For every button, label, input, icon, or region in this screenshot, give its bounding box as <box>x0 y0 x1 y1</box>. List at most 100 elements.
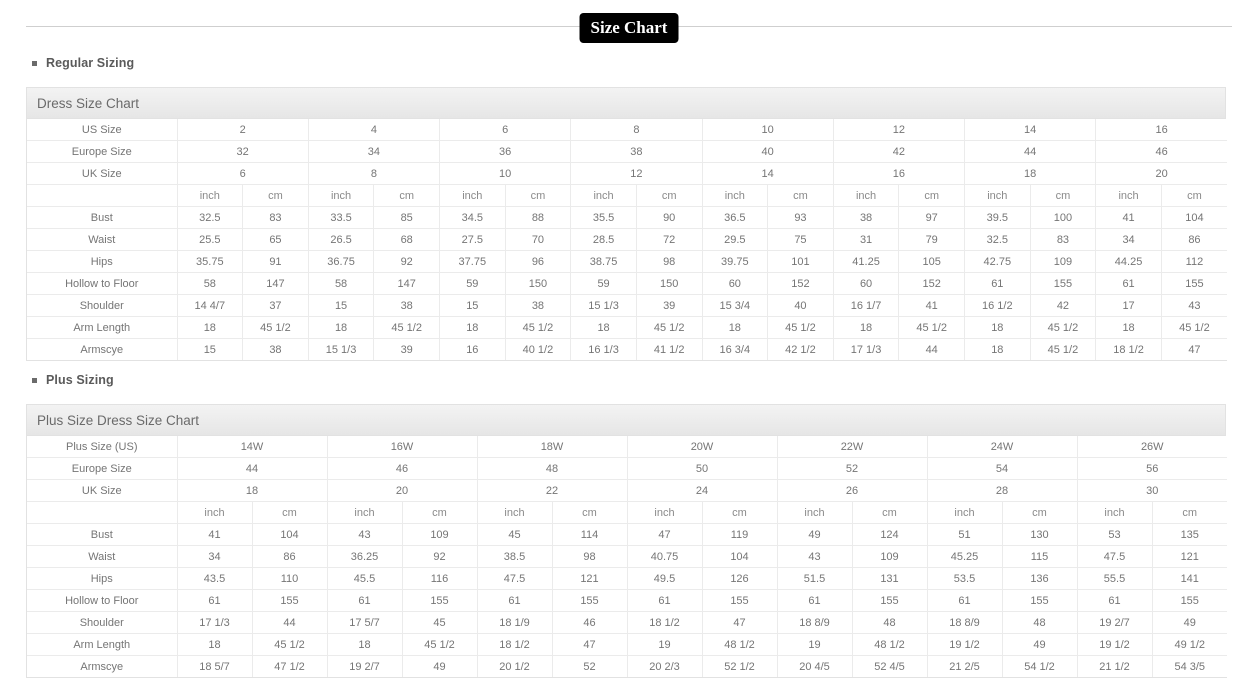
measurement-value: 155 <box>1152 589 1227 612</box>
measurement-value: 36.5 <box>702 206 769 229</box>
measurement-value: 34 <box>1095 228 1162 251</box>
measurement-value: 65 <box>242 228 309 251</box>
unit-cm: cm <box>242 184 309 207</box>
section-heading-label: Plus Sizing <box>46 373 114 387</box>
page-title-bar: Size Chart <box>0 0 1258 44</box>
measurement-value: 46 <box>552 611 628 634</box>
table-row-measurement: Bust 32.5 83 33.5 85 34.5 88 35.5 90 36.5 93 38 97 39… <box>27 206 1227 229</box>
measurement-value: 17 5/7 <box>327 611 403 634</box>
measurement-value: 15 3/4 <box>702 294 769 317</box>
measurement-value: 41 <box>898 294 965 317</box>
size-value: 32 <box>177 140 309 163</box>
measurement-value: 101 <box>767 250 834 273</box>
measurement-value: 115 <box>1002 545 1078 568</box>
measurement-value: 43.5 <box>177 567 253 590</box>
table-row-us-size: US Size 2 4 6 8 10 12 14 16 <box>27 119 1227 141</box>
measurement-value: 45 1/2 <box>402 633 478 656</box>
measurement-value: 48 <box>1002 611 1078 634</box>
size-value: 18 <box>177 479 328 502</box>
measurement-value: 44 <box>252 611 328 634</box>
measurement-value: 19 1/2 <box>1077 633 1153 656</box>
measurement-value: 16 3/4 <box>702 338 769 361</box>
measurement-value: 18 1/2 <box>1095 338 1162 361</box>
measurement-value: 19 <box>627 633 703 656</box>
measurement-value: 155 <box>1030 272 1097 295</box>
measurement-value: 42 <box>1030 294 1097 317</box>
measurement-value: 45 1/2 <box>898 316 965 339</box>
size-chart-sections: Regular Sizing Dress Size Chart US Size 2 4 6… <box>0 53 1258 678</box>
measurement-value: 61 <box>964 272 1031 295</box>
measurement-value: 49 <box>1002 633 1078 656</box>
measurement-value: 53 <box>1077 523 1153 546</box>
size-value: 12 <box>570 162 703 185</box>
measurement-label: Arm Length <box>27 316 178 339</box>
measurement-value: 88 <box>505 206 572 229</box>
size-value: 16 <box>833 162 966 185</box>
measurement-value: 55.5 <box>1077 567 1153 590</box>
measurement-value: 52 4/5 <box>852 655 928 678</box>
measurement-value: 59 <box>439 272 506 295</box>
size-value: 34 <box>308 140 441 163</box>
measurement-value: 49.5 <box>627 567 703 590</box>
measurement-value: 90 <box>636 206 703 229</box>
table-row-europe-size: Europe Size 44 46 48 50 52 54 56 <box>27 457 1227 480</box>
unit-cm: cm <box>898 184 965 207</box>
measurement-value: 20 1/2 <box>477 655 553 678</box>
measurement-value: 152 <box>767 272 834 295</box>
unit-inch: inch <box>1095 184 1162 207</box>
measurement-value: 135 <box>1152 523 1227 546</box>
measurement-value: 26.5 <box>308 228 375 251</box>
row-label: Europe Size <box>27 140 178 163</box>
measurement-value: 52 1/2 <box>702 655 778 678</box>
measurement-value: 16 1/7 <box>833 294 900 317</box>
measurement-value: 45.25 <box>927 545 1003 568</box>
measurement-value: 61 <box>177 589 253 612</box>
chart-block-0: Dress Size Chart US Size 2 4 6 8 10 12 14 16 Europ… <box>26 87 1227 361</box>
table-row-units: inch cm inch cm inch cm inch cm inch cm inch cm inch… <box>27 184 1227 207</box>
chart-block-1: Plus Size Dress Size Chart Plus Size (US)… <box>26 404 1227 678</box>
measurement-value: 18 <box>327 633 403 656</box>
measurement-value: 92 <box>402 545 478 568</box>
size-value: 10 <box>702 119 834 141</box>
measurement-value: 155 <box>252 589 328 612</box>
measurement-value: 47.5 <box>477 567 553 590</box>
measurement-value: 112 <box>1161 250 1227 273</box>
measurement-value: 45 1/2 <box>373 316 440 339</box>
measurement-value: 75 <box>767 228 834 251</box>
measurement-value: 104 <box>702 545 778 568</box>
measurement-value: 109 <box>1030 250 1097 273</box>
measurement-value: 47 <box>627 523 703 546</box>
measurement-value: 14 4/7 <box>177 294 244 317</box>
size-value: 16W <box>327 436 478 458</box>
measurement-value: 38 <box>833 206 900 229</box>
measurement-value: 61 <box>1095 272 1162 295</box>
measurement-value: 155 <box>1002 589 1078 612</box>
chart-caption: Plus Size Dress Size Chart <box>27 405 1225 436</box>
section-heading-1: Plus Sizing <box>32 370 1258 390</box>
measurement-value: 43 <box>777 545 853 568</box>
measurement-value: 42 1/2 <box>767 338 834 361</box>
measurement-value: 29.5 <box>702 228 769 251</box>
measurement-value: 15 <box>308 294 375 317</box>
measurement-value: 42.75 <box>964 250 1031 273</box>
measurement-value: 109 <box>402 523 478 546</box>
measurement-value: 48 1/2 <box>852 633 928 656</box>
measurement-value: 47 1/2 <box>252 655 328 678</box>
measurement-value: 150 <box>636 272 703 295</box>
measurement-value: 36.25 <box>327 545 403 568</box>
size-value: 30 <box>1077 479 1227 502</box>
measurement-value: 18 8/9 <box>927 611 1003 634</box>
unit-cm: cm <box>252 501 328 524</box>
table-row-measurement: Waist 25.5 65 26.5 68 27.5 70 28.5 72 29.5 75 31 79 3… <box>27 228 1227 251</box>
measurement-value: 15 1/3 <box>570 294 637 317</box>
unit-cm: cm <box>767 184 834 207</box>
size-value: 14W <box>177 436 328 458</box>
measurement-value: 18 <box>964 316 1031 339</box>
measurement-value: 45 1/2 <box>636 316 703 339</box>
measurement-value: 60 <box>833 272 900 295</box>
measurement-value: 45 <box>402 611 478 634</box>
measurement-value: 45.5 <box>327 567 403 590</box>
bullet-square-icon <box>32 377 37 383</box>
measurement-label: Hips <box>27 567 178 590</box>
measurement-value: 47 <box>552 633 628 656</box>
